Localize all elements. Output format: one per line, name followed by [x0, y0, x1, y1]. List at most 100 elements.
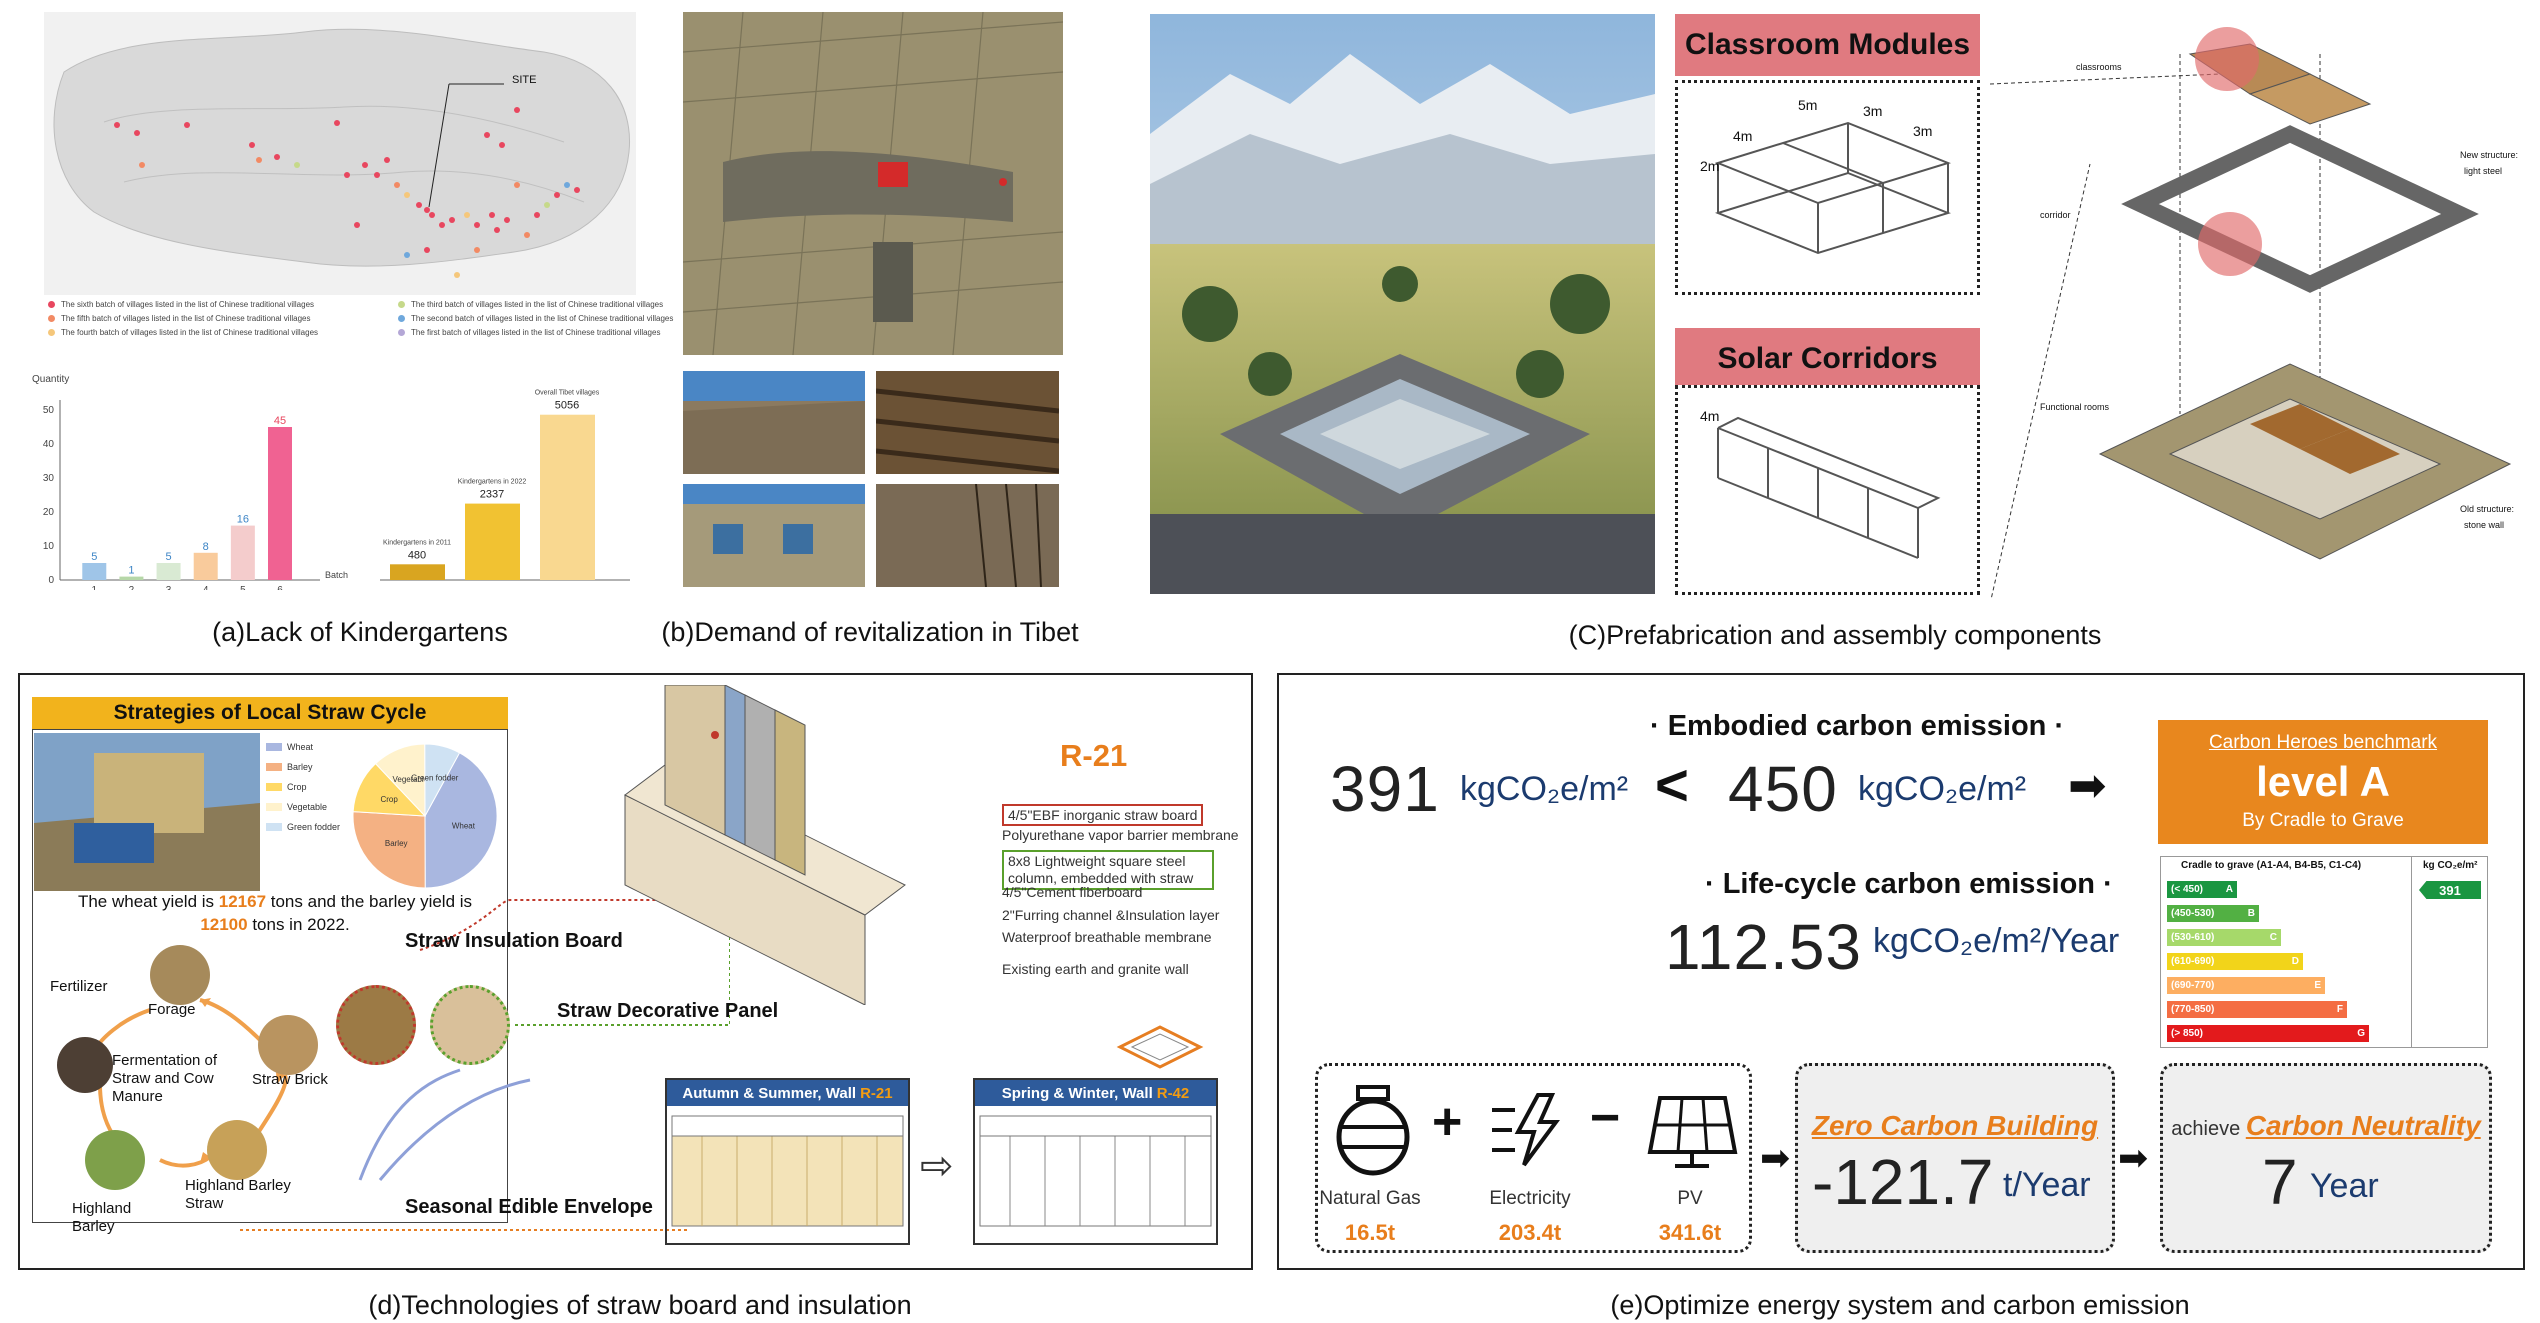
village-dot	[544, 202, 550, 208]
village-dot	[394, 182, 400, 188]
achieve-text: achieve	[2171, 1118, 2246, 1140]
pie-legend-label: Wheat	[287, 742, 314, 752]
batch-bar-chart: Quantity 0 10 20 30 40 50 5 1 1 2 5 3 8 4 16 5 45 6 Batch	[32, 374, 348, 590]
panel-d-frame	[18, 673, 1253, 1270]
rating-row: (450-530) B	[2167, 905, 2259, 922]
connector-lines	[240, 740, 730, 1231]
rating-divider	[2411, 857, 2412, 1047]
exploded-axonometric: classrooms corridor Functional rooms New…	[1989, 14, 2535, 605]
callout-corridor: corridor	[2040, 210, 2071, 220]
y-tick-label: 30	[43, 473, 55, 484]
callout-new-structure: New structure:	[2460, 150, 2519, 160]
legend-item: The fourth batch of villages listed in t…	[48, 328, 318, 337]
carbon-heroes-badge: Carbon Heroes benchmark level A By Cradl…	[2158, 720, 2488, 844]
legend-label: The fifth batch of villages listed in th…	[61, 314, 311, 323]
legend-item: The fifth batch of villages listed in th…	[48, 314, 310, 323]
caption-a: (a)Lack of Kindergartens	[212, 617, 508, 647]
village-dot	[574, 187, 580, 193]
rating-range: (610-690)	[2171, 956, 2215, 967]
rating-grade: F	[2336, 1004, 2343, 1015]
rating-table: Cradle to grave (A1-A4, B4-B5, C1-C4) kg…	[2160, 856, 2488, 1048]
pie-legend-label: Barley	[287, 762, 313, 772]
bar-value-label: 1	[128, 565, 134, 577]
pie-legend-item: Barley	[266, 762, 313, 772]
wall1-card: Autumn & Summer, Wall R-21	[665, 1078, 910, 1245]
pie-slice-label: Barley	[385, 839, 408, 848]
electricity-icon	[1492, 1093, 1560, 1167]
rating-row: (< 450) A	[2167, 881, 2237, 898]
dim-label: 5m	[1798, 97, 1818, 113]
village-dot	[514, 182, 520, 188]
village-dot	[256, 157, 262, 163]
label-classroom-modules: Classroom Modules	[1675, 14, 1980, 76]
minus-sign: −	[1590, 1089, 1621, 1147]
rating-range: (690-770)	[2171, 980, 2215, 991]
wall-layer-label: 2"Furring channel &Insulation layer	[1002, 907, 1220, 923]
callout-old-structure-2: stone wall	[2464, 520, 2505, 530]
rating-range: (450-530)	[2171, 908, 2215, 919]
pie-legend-item: Green fodder	[266, 822, 340, 832]
embodied-title: · Embodied carbon emission ·	[1650, 710, 2065, 742]
pv-label: PV	[1677, 1188, 1703, 1209]
arrow-right-icon: ➡	[1760, 1137, 1791, 1178]
y-tick-label: 40	[43, 439, 55, 450]
pie-slice-label: Wheat	[452, 822, 476, 831]
pie-legend-item: Crop	[266, 782, 307, 792]
dim-label: 2m	[1700, 158, 1720, 174]
bar-value-label: 5	[166, 551, 172, 563]
legend-label: The first batch of villages listed in th…	[411, 328, 661, 337]
village-dot	[384, 157, 390, 163]
arrow-right-icon: ➡	[2068, 759, 2107, 811]
rating-grade: G	[2357, 1028, 2365, 1039]
pv-panel-icon	[1647, 1096, 1738, 1168]
village-dot	[134, 130, 140, 136]
village-dot	[362, 162, 368, 168]
bar	[465, 503, 520, 580]
natural-gas-value: 16.5t	[1344, 1220, 1396, 1245]
zero-carbon-unit: t/Year	[2003, 1166, 2091, 1204]
straw-truck-photo	[34, 733, 260, 891]
benchmark-value: 450	[1728, 753, 1838, 825]
cycle-fermentation: Fermentation of Straw and Cow Manure	[112, 1052, 218, 1105]
rating-range: (> 850)	[2171, 1028, 2203, 1039]
x-tick-label: 1	[92, 585, 98, 590]
electricity-label: Electricity	[1489, 1188, 1571, 1209]
legend-item: The first batch of villages listed in th…	[398, 328, 660, 337]
village-dot	[354, 222, 360, 228]
legend-dot	[48, 301, 55, 308]
bar-value-label: 480	[408, 549, 426, 561]
neutrality-unit: Year	[2310, 1167, 2379, 1205]
rating-grade: E	[2314, 980, 2321, 991]
straw-insulation-sample	[336, 985, 416, 1065]
village-dot	[404, 252, 410, 258]
strategies-frame	[32, 729, 508, 1223]
x-tick-label: 2	[129, 585, 135, 590]
rating-range: (770-850)	[2171, 1004, 2215, 1015]
pie-slice-label: Green fodder	[411, 774, 458, 783]
bar	[390, 564, 445, 580]
rating-marker-value: 391	[2439, 882, 2461, 898]
wall1-title-text: Autumn & Summer, Wall	[682, 1084, 857, 1102]
roof-beams-photo	[876, 371, 1059, 474]
neutrality-title: Carbon Neutrality	[2245, 1110, 2481, 1141]
wheat-yield: 12167	[218, 892, 267, 911]
yield-text: The wheat yield is 12167 tons and the ba…	[40, 890, 510, 936]
label-solar-corridors: Solar Corridors	[1675, 328, 1980, 390]
x-tick-label: 6	[277, 585, 283, 590]
wall-section-drawing	[624, 685, 906, 1005]
wall-thumbnail	[1110, 1012, 1210, 1082]
wall1-title: Autumn & Summer, Wall R-21	[667, 1080, 908, 1106]
village-dot	[184, 122, 190, 128]
neutrality-title-line: achieve Carbon Neutrality	[2160, 1110, 2492, 1142]
rendering-photo	[1150, 14, 1655, 594]
badge-title: Carbon Heroes benchmark	[2208, 732, 2438, 753]
legend-dot	[398, 301, 405, 308]
wall2-title-text: Spring & Winter, Wall	[1001, 1084, 1153, 1102]
rating-row: (690-770) E	[2167, 977, 2325, 994]
electricity-value: 203.4t	[1498, 1220, 1562, 1245]
less-than-sign: <	[1655, 753, 1689, 818]
village-dot	[344, 172, 350, 178]
wall-layer-label: 4/5"EBF inorganic straw board	[1002, 804, 1204, 826]
pie-legend-item: Wheat	[266, 742, 313, 752]
